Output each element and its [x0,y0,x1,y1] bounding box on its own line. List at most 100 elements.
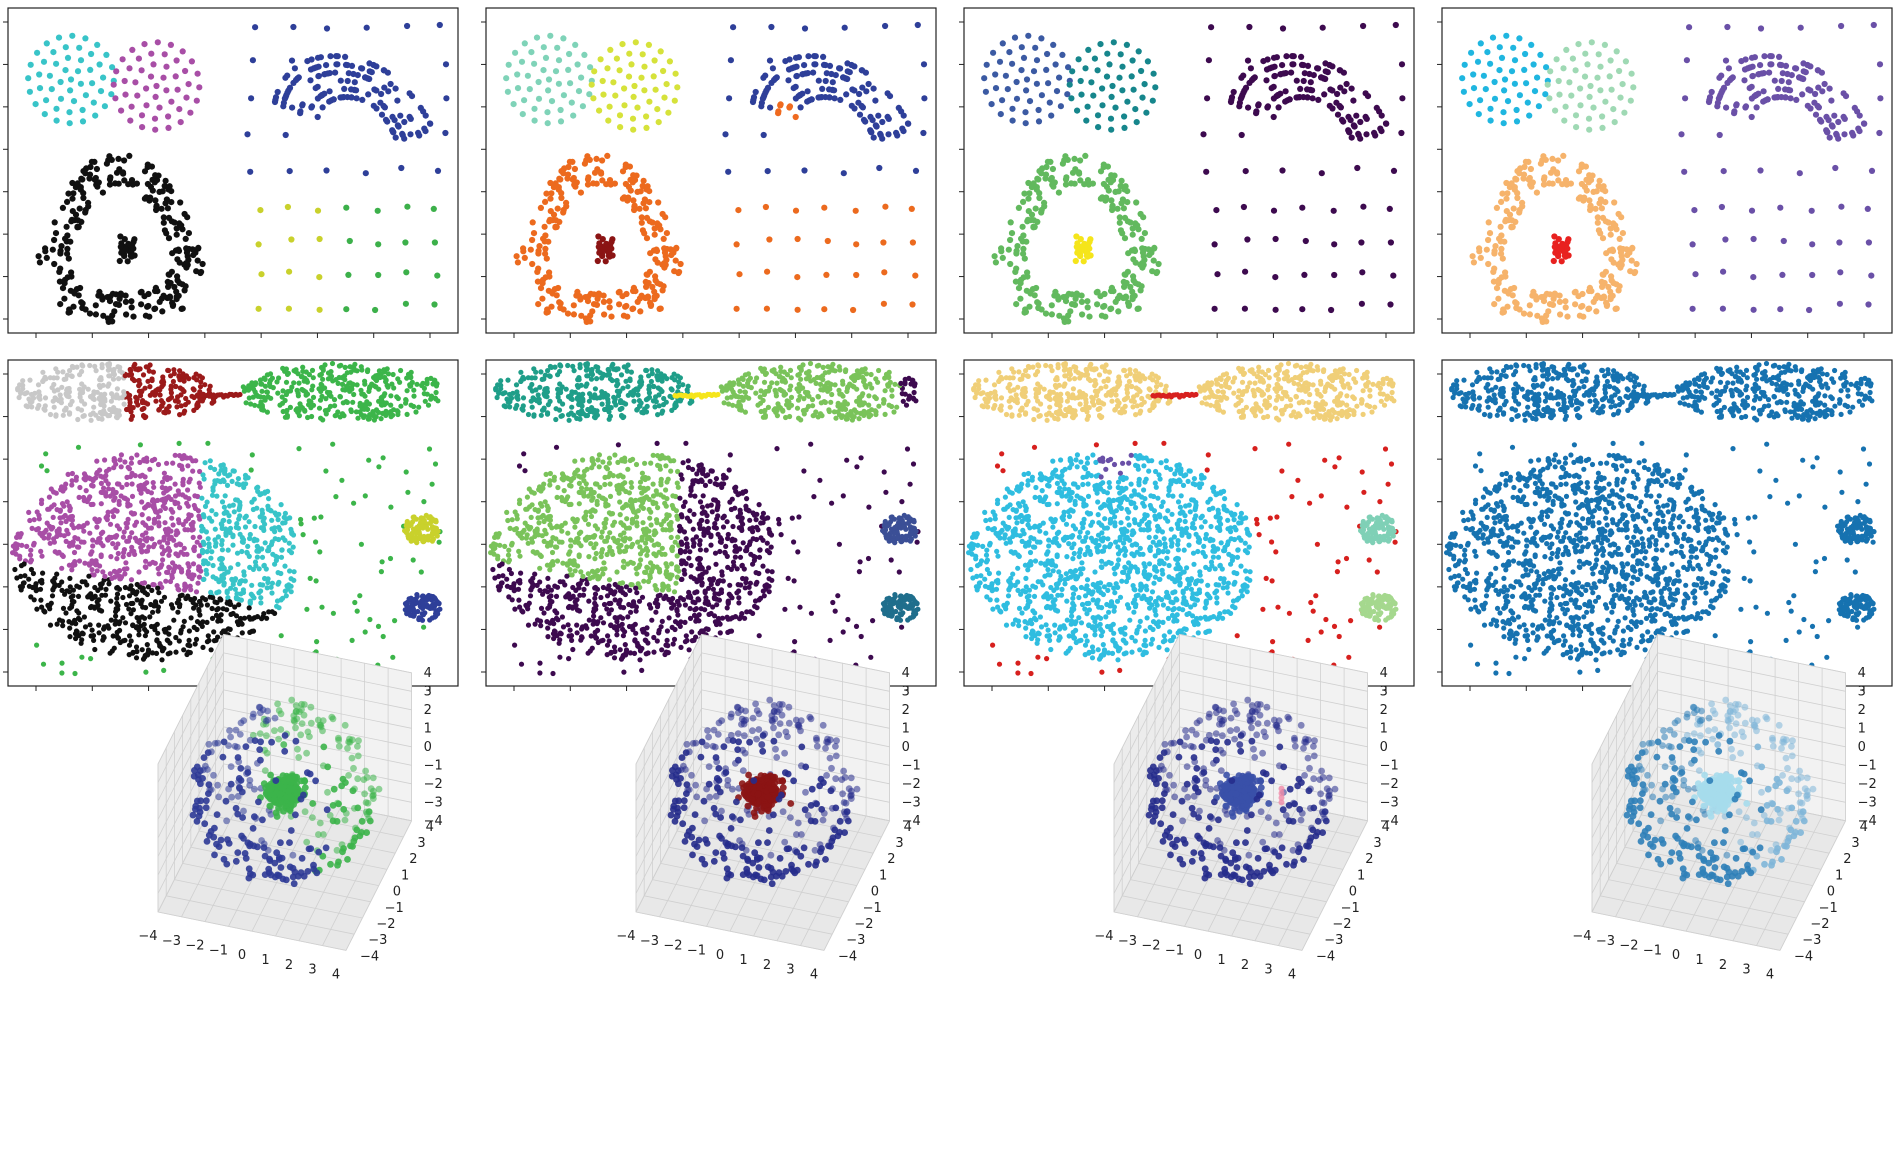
data-point [94,524,100,530]
data-point [1624,251,1631,259]
data-point [57,392,63,398]
data-point [64,245,71,252]
data-point [1511,80,1518,87]
data-point [169,250,176,257]
data-point [1005,246,1012,253]
data-point [249,582,255,588]
data-point [128,577,135,583]
data-point [177,199,184,206]
data-point [537,204,545,211]
data-point [275,390,281,396]
data-point [1009,117,1016,124]
data-point [640,177,647,184]
data-point [67,516,73,522]
data-point [353,95,360,102]
data-point [291,65,298,72]
data-point [358,65,365,72]
data-point [78,640,84,646]
data-point [595,243,602,250]
data-point [124,566,130,572]
data-point [304,377,310,383]
data-point [571,165,579,173]
data-point [992,259,1000,266]
data-point [74,364,80,370]
data-point [157,508,163,514]
data-point [163,63,170,70]
data-point [77,484,83,491]
data-point [1509,223,1516,231]
data-point [1054,292,1061,300]
data-point [593,180,600,187]
data-point [1098,312,1105,319]
data-point [86,310,94,317]
data-point [170,605,176,611]
data-point [183,94,190,101]
data-point [1552,107,1559,114]
data-point [178,392,184,398]
data-point [1856,112,1863,119]
data-point [218,463,224,469]
data-point [858,102,865,110]
data-point [1298,53,1305,61]
data-point [174,256,181,263]
data-point [204,602,210,608]
data-point [66,385,72,392]
data-point [229,478,235,484]
data-point [1002,72,1010,79]
data-point [330,441,336,447]
data-point [385,371,392,377]
data-point [228,611,234,618]
data-point [110,376,117,382]
data-point [323,62,330,69]
data-point [619,168,627,175]
data-point [1149,97,1156,104]
data-point [406,523,412,529]
data-point [193,636,200,643]
data-point [154,621,160,627]
data-point [578,74,585,81]
data-point [1121,113,1128,120]
data-point [317,397,324,403]
data-point [100,312,107,319]
data-point [1824,129,1831,136]
data-point [1307,79,1314,86]
data-point [62,67,69,74]
data-point [28,566,34,573]
data-point [1495,295,1502,302]
data-point [1556,298,1563,305]
data-point [1723,104,1730,111]
data-point [621,85,628,92]
data-point [87,362,93,369]
data-point [152,197,159,204]
data-point [112,291,120,298]
data-point [177,505,183,511]
data-point [183,518,189,524]
data-point [145,584,151,590]
data-point [572,41,579,49]
data-point [172,452,178,458]
data-point [240,587,246,593]
data-point [167,565,173,571]
data-point [410,514,416,520]
data-point [570,112,577,119]
data-point [1797,24,1804,31]
data-point [535,95,543,102]
data-point [362,170,369,177]
data-point [540,44,547,51]
data-point [904,120,912,127]
data-point [218,557,225,563]
data-point [546,269,553,276]
data-point [1461,61,1468,68]
data-point [64,588,70,594]
data-point [57,508,63,514]
data-point [55,369,61,375]
data-point [81,614,87,620]
data-point [235,561,241,567]
data-point [248,401,254,407]
data-point [999,97,1006,104]
data-point [1084,304,1091,311]
data-point [269,517,275,523]
data-point [1138,235,1145,242]
data-point [1865,301,1872,308]
data-point [575,88,583,95]
